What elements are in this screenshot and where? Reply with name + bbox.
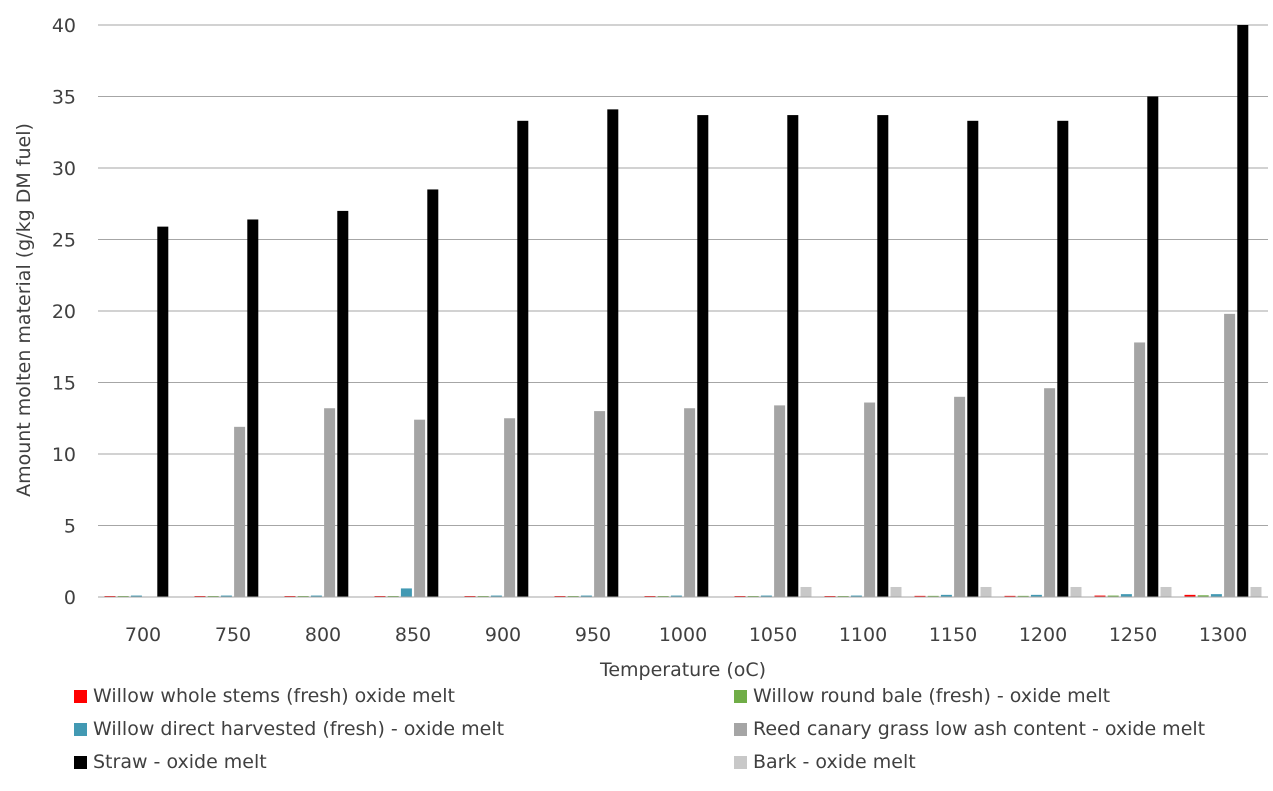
x-axis-title: Temperature (oC) (599, 659, 766, 681)
y-tick-label: 30 (52, 158, 76, 180)
y-tick-label: 25 (52, 230, 76, 252)
bar-1050-series-4 (787, 115, 799, 597)
y-axis-title: Amount molten material (g/kg DM fuel) (13, 123, 35, 497)
bar-1050-series-2 (760, 595, 772, 597)
bar-950-series-2 (580, 595, 592, 597)
bar-800-series-4 (337, 210, 349, 597)
bar-750-series-2 (220, 595, 232, 597)
bar-1150-series-5 (980, 586, 992, 597)
bar-700-series-4 (157, 226, 169, 597)
x-tick-label: 1050 (749, 624, 797, 646)
bar-1200-series-5 (1070, 586, 1082, 597)
bar-1000-series-2 (670, 595, 682, 597)
y-axis-ticks: 0 5 10 15 20 25 30 35 40 (52, 15, 76, 609)
bar-800-series-3 (324, 408, 336, 597)
bars (104, 25, 1262, 598)
bar-1100-series-5 (890, 586, 902, 597)
x-tick-label: 1100 (839, 624, 887, 646)
bar-1250-series-2 (1120, 594, 1132, 597)
bar-850-series-2 (400, 588, 412, 597)
bar-1250-series-0 (1094, 595, 1106, 597)
bar-1250-series-5 (1160, 586, 1172, 597)
bar-1150-series-0 (914, 595, 926, 597)
y-tick-label: 15 (52, 373, 76, 395)
bar-1200-series-2 (1030, 594, 1042, 597)
bar-800-series-2 (310, 595, 322, 597)
x-tick-label: 1150 (929, 624, 977, 646)
bar-700-series-2 (130, 595, 142, 597)
x-tick-label: 1000 (659, 624, 707, 646)
bar-750-series-3 (234, 426, 246, 597)
bar-1100-series-4 (877, 115, 889, 597)
x-tick-label: 1250 (1109, 624, 1157, 646)
bar-1150-series-2 (940, 594, 952, 597)
bar-1050-series-5 (800, 586, 812, 597)
bar-750-series-4 (247, 219, 259, 598)
bar-1000-series-4 (697, 115, 709, 597)
x-tick-label: 750 (215, 624, 251, 646)
y-tick-label: 35 (52, 87, 76, 109)
y-tick-label: 10 (52, 444, 76, 466)
bar-1100-series-2 (850, 595, 862, 597)
bar-1300-series-0 (1184, 594, 1196, 597)
bar-1050-series-3 (774, 405, 786, 597)
bar-1300-series-1 (1197, 595, 1209, 597)
x-tick-label: 1300 (1199, 624, 1247, 646)
bar-900-series-4 (517, 120, 529, 597)
bar-1150-series-4 (967, 120, 979, 597)
bar-1200-series-1 (1017, 595, 1029, 597)
bar-1250-series-4 (1147, 96, 1159, 597)
bar-1200-series-4 (1057, 120, 1069, 597)
bar-1300-series-5 (1250, 586, 1262, 597)
bar-1150-series-3 (954, 396, 966, 597)
bar-1200-series-0 (1004, 595, 1016, 597)
x-tick-label: 800 (305, 624, 341, 646)
y-tick-label: 40 (52, 15, 76, 37)
bar-1300-series-3 (1224, 313, 1236, 597)
bar-1250-series-3 (1134, 342, 1146, 597)
x-axis-ticks: 700 750 800 850 900 950 1000 1050 1100 1150 1200 12… (125, 624, 1247, 646)
bar-900-series-3 (504, 418, 516, 597)
bar-1100-series-3 (864, 402, 876, 597)
bar-1300-series-4 (1237, 25, 1249, 597)
gridlines (98, 24, 1268, 526)
bar-1250-series-1 (1107, 595, 1119, 597)
y-tick-label: 20 (52, 301, 76, 323)
bar-900-series-2 (490, 595, 502, 597)
bar-1300-series-2 (1210, 594, 1222, 597)
x-tick-label: 1200 (1019, 624, 1067, 646)
x-tick-label: 850 (395, 624, 431, 646)
y-tick-label: 0 (64, 587, 76, 609)
x-tick-label: 900 (485, 624, 521, 646)
bar-1000-series-3 (684, 408, 696, 597)
x-tick-label: 700 (125, 624, 161, 646)
bar-950-series-3 (594, 411, 606, 597)
bar-1200-series-3 (1044, 388, 1056, 597)
bar-950-series-4 (607, 109, 619, 598)
x-tick-label: 950 (575, 624, 611, 646)
bar-850-series-3 (414, 419, 426, 597)
bar-850-series-4 (427, 189, 439, 597)
y-tick-label: 5 (64, 516, 76, 538)
bar-1150-series-1 (927, 595, 939, 597)
